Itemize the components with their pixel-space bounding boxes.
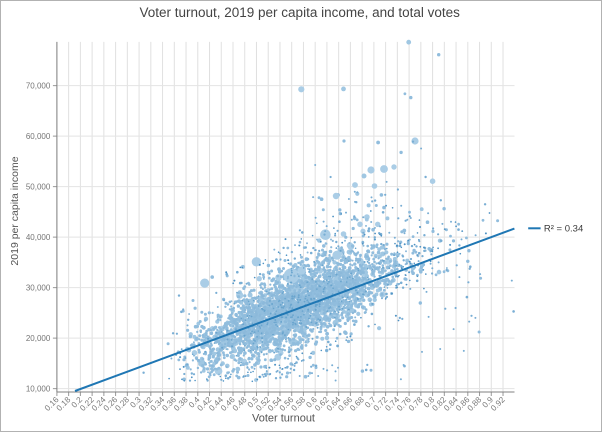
svg-text:70,000: 70,000: [26, 82, 51, 91]
svg-text:60,000: 60,000: [26, 132, 51, 141]
svg-text:Voter turnout: Voter turnout: [252, 413, 315, 425]
svg-text:2019 per capita income: 2019 per capita income: [9, 156, 21, 265]
svg-text:R² = 0.34: R² = 0.34: [544, 224, 583, 235]
svg-text:40,000: 40,000: [26, 233, 51, 242]
svg-text:30,000: 30,000: [26, 284, 51, 293]
svg-text:10,000: 10,000: [26, 385, 51, 394]
svg-text:50,000: 50,000: [26, 183, 51, 192]
svg-text:Voter turnout, 2019 per capita: Voter turnout, 2019 per capita income, a…: [139, 5, 460, 20]
svg-text:20,000: 20,000: [26, 334, 51, 343]
